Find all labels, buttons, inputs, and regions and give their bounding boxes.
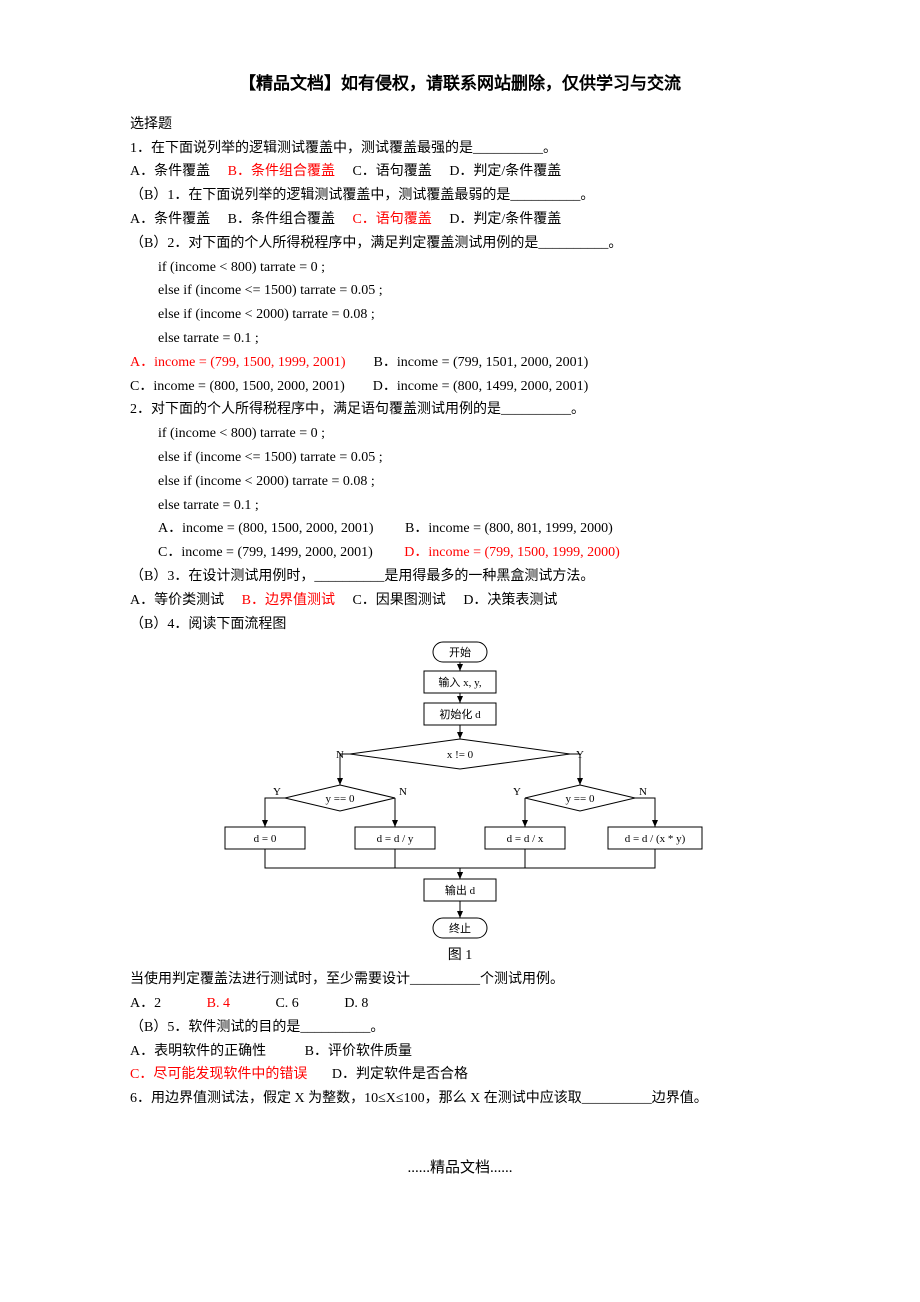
q4-text: （B）4．阅读下面流程图 — [130, 613, 790, 637]
section-heading: 选择题 — [130, 113, 790, 137]
svg-text:Y: Y — [576, 749, 584, 761]
q4b-a: A．2 — [130, 996, 161, 1011]
q4b-d: D. 8 — [344, 996, 368, 1011]
q4b-options: A．2 B. 4 C. 6 D. 8 — [130, 992, 790, 1016]
q2a-b: B．income = (799, 1501, 2000, 2001) — [374, 355, 589, 370]
q1-d: D．判定/条件覆盖 — [449, 164, 561, 179]
flowchart-svg: 开始输入 x, y, 初始化 d x != 0 y == 0 y == 0 d = 0 d … — [210, 638, 710, 942]
q5-b: B．评价软件质量 — [305, 1044, 412, 1059]
svg-text:N: N — [639, 786, 647, 798]
svg-text:N: N — [336, 749, 344, 761]
svg-text:N: N — [399, 786, 407, 798]
q2a-code2: else if (income <= 1500) tarrate = 0.05 … — [130, 279, 790, 303]
svg-text:Y: Y — [513, 786, 521, 798]
q2b-row2: C．income = (799, 1499, 2000, 2001) D．inc… — [130, 541, 790, 565]
q1-options: A．条件覆盖 B．条件组合覆盖 C．语句覆盖 D．判定/条件覆盖 — [130, 160, 790, 184]
svg-text:输出 d: 输出 d — [445, 883, 476, 897]
page-title: 【精品文档】如有侵权，请联系网站删除，仅供学习与交流 — [130, 70, 790, 99]
q2b-text: 2．对下面的个人所得税程序中，满足语句覆盖测试用例的是__________。 — [130, 398, 790, 422]
q2b-row1: A．income = (800, 1500, 2000, 2001) B．inc… — [130, 517, 790, 541]
footer: ......精品文档...... — [130, 1156, 790, 1182]
q2b-b: B．income = (800, 801, 1999, 2000) — [405, 521, 613, 536]
q1b-d: D．判定/条件覆盖 — [449, 212, 561, 227]
svg-text:开始: 开始 — [449, 645, 471, 659]
q2b-code2: else if (income <= 1500) tarrate = 0.05 … — [130, 446, 790, 470]
svg-text:d = 0: d = 0 — [254, 833, 277, 845]
q1b-text: （B）1．在下面说列举的逻辑测试覆盖中，测试覆盖最弱的是__________。 — [130, 184, 790, 208]
q2a-code4: else tarrate = 0.1 ; — [130, 327, 790, 351]
q5-a: A．表明软件的正确性 — [130, 1044, 266, 1059]
svg-text:y == 0: y == 0 — [326, 793, 355, 805]
svg-text:Y: Y — [273, 786, 281, 798]
q3-a: A．等价类测试 — [130, 593, 224, 608]
q2b-c: C．income = (799, 1499, 2000, 2001) — [158, 545, 373, 560]
q2b-code1: if (income < 800) tarrate = 0 ; — [130, 422, 790, 446]
q2a-row2: C．income = (800, 1500, 2000, 2001) D．inc… — [130, 375, 790, 399]
svg-text:初始化 d: 初始化 d — [439, 707, 481, 721]
q5-row1: A．表明软件的正确性 B．评价软件质量 — [130, 1040, 790, 1064]
q3-b: B．边界值测试 — [242, 593, 335, 608]
q1-b: B．条件组合覆盖 — [228, 164, 335, 179]
q2a-code1: if (income < 800) tarrate = 0 ; — [130, 256, 790, 280]
svg-text:d = d / y: d = d / y — [377, 833, 414, 845]
q2a-a: A．income = (799, 1500, 1999, 2001) — [130, 355, 346, 370]
q3-text: （B）3．在设计测试用例时，__________是用得最多的一种黑盒测试方法。 — [130, 565, 790, 589]
q3-c: C．因果图测试 — [352, 593, 445, 608]
q1b-a: A．条件覆盖 — [130, 212, 210, 227]
q3-d: D．决策表测试 — [463, 593, 557, 608]
q2a-code3: else if (income < 2000) tarrate = 0.08 ; — [130, 303, 790, 327]
q4b-b: B. 4 — [207, 996, 230, 1011]
q2a-d: D．income = (800, 1499, 2000, 2001) — [373, 379, 589, 394]
q2b-code3: else if (income < 2000) tarrate = 0.08 ; — [130, 470, 790, 494]
q6-text: 6．用边界值测试法，假定 X 为整数，10≤X≤100，那么 X 在测试中应该取… — [130, 1087, 790, 1111]
q3-options: A．等价类测试 B．边界值测试 C．因果图测试 D．决策表测试 — [130, 589, 790, 613]
q2b-code4: else tarrate = 0.1 ; — [130, 494, 790, 518]
svg-text:输入 x, y,: 输入 x, y, — [438, 675, 482, 689]
flowchart: 开始输入 x, y, 初始化 d x != 0 y == 0 y == 0 d = 0 d … — [210, 638, 710, 942]
q1b-b: B．条件组合覆盖 — [228, 212, 335, 227]
q5-d: D．判定软件是否合格 — [332, 1067, 468, 1082]
q1b-options: A．条件覆盖 B．条件组合覆盖 C．语句覆盖 D．判定/条件覆盖 — [130, 208, 790, 232]
svg-text:x != 0: x != 0 — [447, 749, 474, 761]
page: 【精品文档】如有侵权，请联系网站删除，仅供学习与交流 选择题 1．在下面说列举的… — [0, 0, 920, 1302]
q1-a: A．条件覆盖 — [130, 164, 210, 179]
q5-text: （B）5．软件测试的目的是__________。 — [130, 1016, 790, 1040]
svg-text:d = d / x: d = d / x — [507, 833, 544, 845]
q2b-d: D．income = (799, 1500, 1999, 2000) — [404, 545, 620, 560]
q5-row2: C．尽可能发现软件中的错误 D．判定软件是否合格 — [130, 1063, 790, 1087]
svg-text:d = d / (x * y): d = d / (x * y) — [625, 833, 686, 845]
flowchart-caption: 图 1 — [130, 944, 790, 968]
svg-text:终止: 终止 — [449, 921, 471, 935]
q2a-c: C．income = (800, 1500, 2000, 2001) — [130, 379, 345, 394]
q1-c: C．语句覆盖 — [352, 164, 431, 179]
q1-text: 1．在下面说列举的逻辑测试覆盖中，测试覆盖最强的是__________。 — [130, 137, 790, 161]
q4b-text: 当使用判定覆盖法进行测试时，至少需要设计__________个测试用例。 — [130, 968, 790, 992]
q5-c: C．尽可能发现软件中的错误 — [130, 1067, 307, 1082]
q2b-a: A．income = (800, 1500, 2000, 2001) — [158, 521, 374, 536]
svg-text:y == 0: y == 0 — [566, 793, 595, 805]
q1b-c: C．语句覆盖 — [352, 212, 431, 227]
q2a-text: （B）2．对下面的个人所得税程序中，满足判定覆盖测试用例的是__________… — [130, 232, 790, 256]
q2a-row1: A．income = (799, 1500, 1999, 2001) B．inc… — [130, 351, 790, 375]
q4b-c: C. 6 — [275, 996, 298, 1011]
